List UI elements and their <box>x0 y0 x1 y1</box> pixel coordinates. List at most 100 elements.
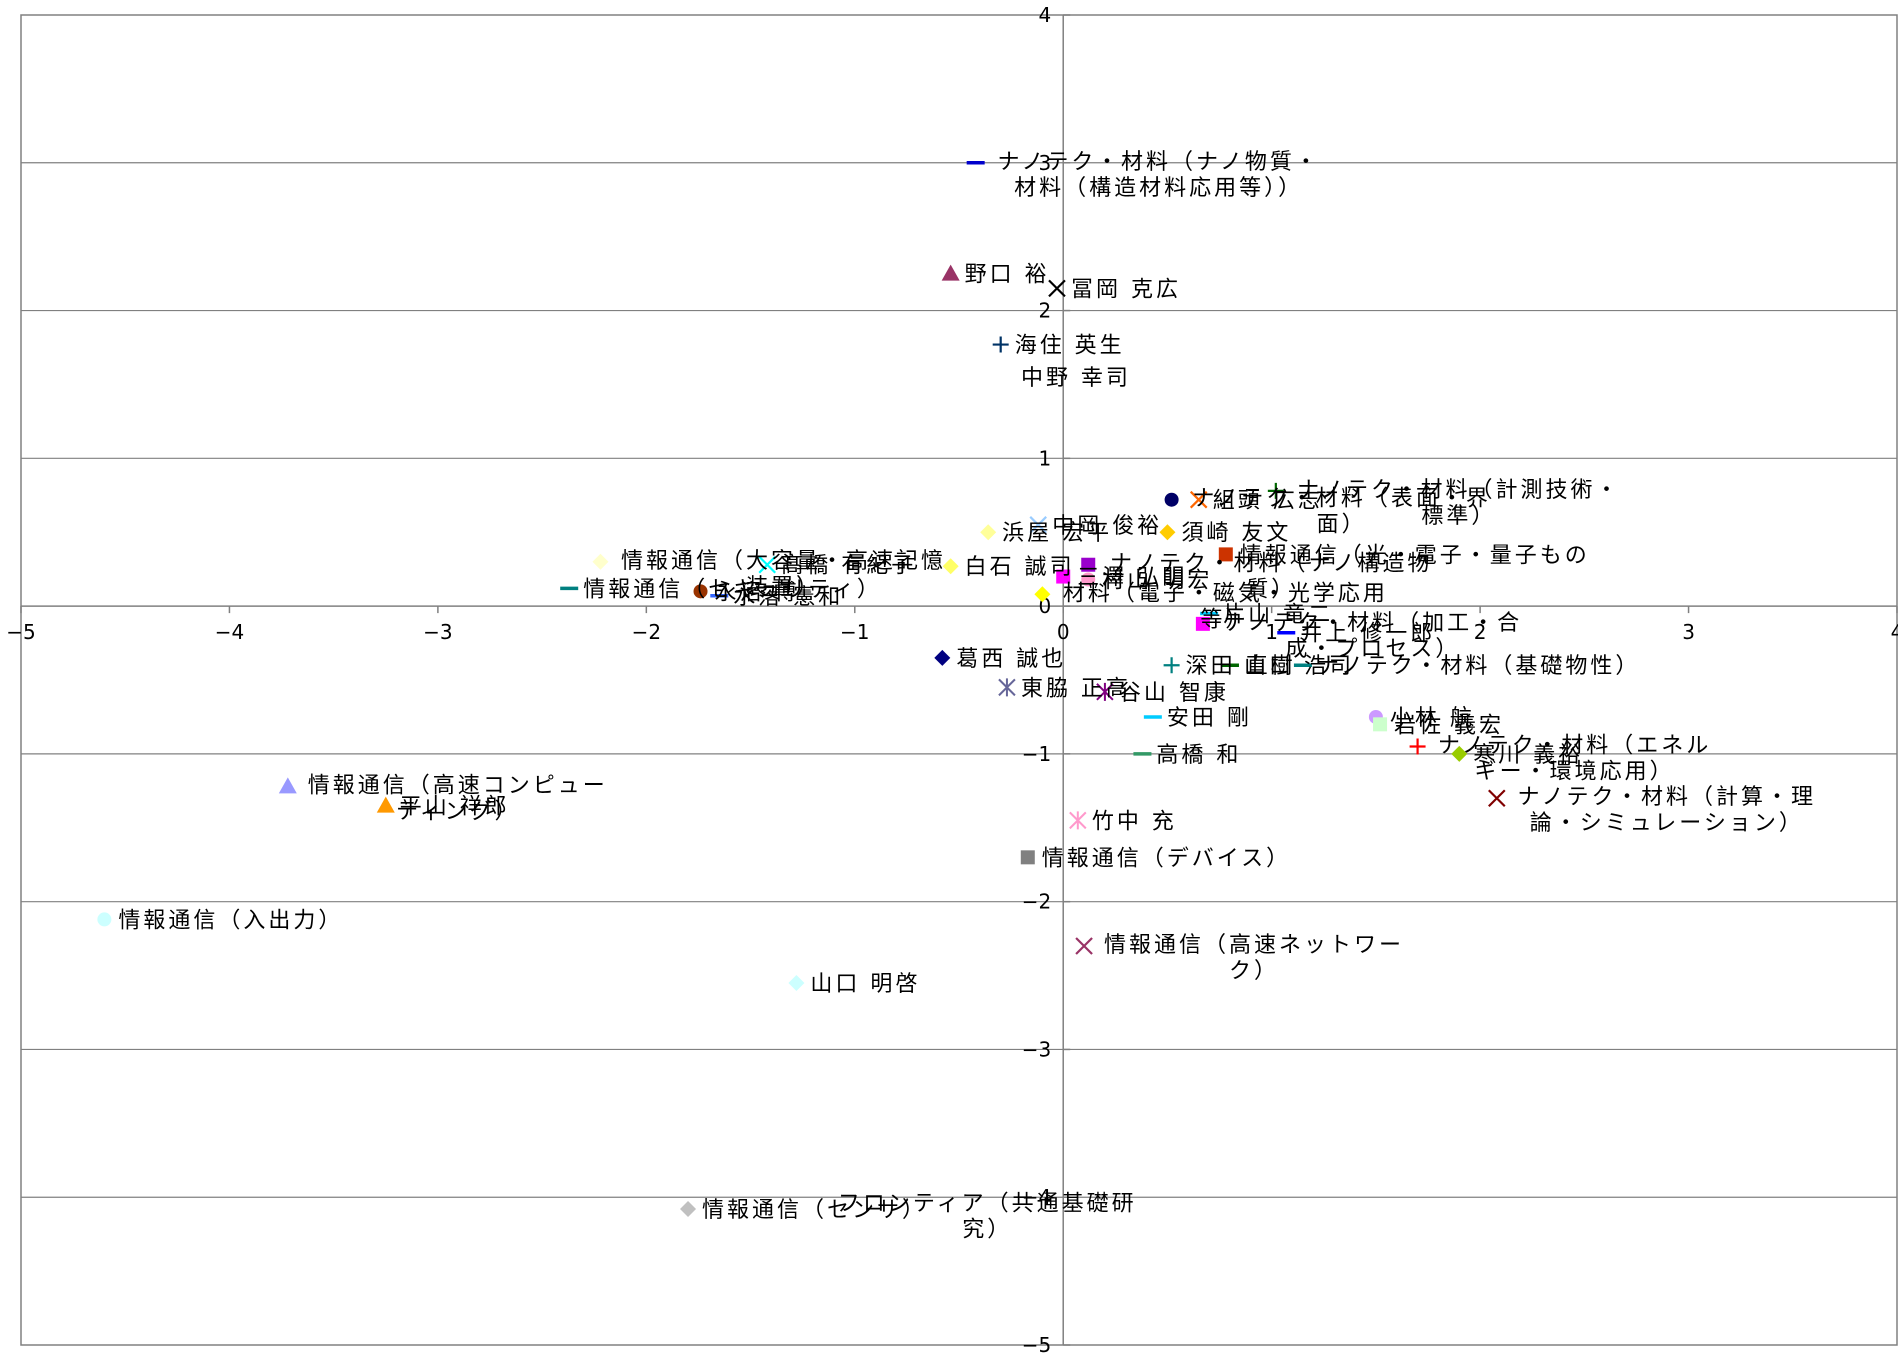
point-label: 小林 航 <box>1390 706 1475 731</box>
point-label: フロンティア（共通基礎研究） <box>838 1192 1137 1243</box>
y-tick-label: −3 <box>1022 1037 1051 1061</box>
point-label: 谷山 智康 <box>1119 681 1229 706</box>
data-point <box>592 553 609 570</box>
grid-lines <box>21 162 1897 1198</box>
data-point <box>1189 490 1208 509</box>
point-label: 高橋 和 <box>1156 743 1241 768</box>
point-label: 山口 浩司 <box>1244 654 1354 679</box>
x-tick-label: −1 <box>840 620 869 644</box>
point-label: 髙橋 有紀子 <box>781 554 916 579</box>
point-label: 中野 幸司 <box>1021 366 1131 391</box>
data-point <box>1451 745 1468 762</box>
point-label: 組頭 広志 <box>1213 489 1323 514</box>
point-label: ナノテク・材料（エネルギー・環境応用） <box>1438 734 1711 785</box>
point-label: 情報通信（光・電子・量子もの <box>1240 543 1590 568</box>
x-tick-label: 0 <box>1057 620 1070 644</box>
data-point <box>376 796 395 813</box>
point-label: 三澤 弘明 <box>1077 566 1187 591</box>
data-point <box>1488 789 1506 807</box>
data-point <box>1056 569 1071 584</box>
point-label: 中岡 俊裕 <box>1052 514 1162 539</box>
point-label: 安田 剛 <box>1167 706 1252 731</box>
y-tick-label: −1 <box>1022 742 1051 766</box>
data-point <box>97 912 112 927</box>
x-tick-label: −3 <box>423 620 452 644</box>
data-point <box>1034 586 1051 603</box>
point-label: 村山 明宏 <box>1102 569 1212 594</box>
point-label: 井上 修一郎 <box>1300 622 1435 647</box>
data-point <box>1075 937 1093 955</box>
data-point <box>1081 572 1096 587</box>
axes <box>20 14 1898 1346</box>
data-point <box>1267 482 1284 499</box>
data-point <box>941 264 960 281</box>
point-label: ナノテク・材料（ナノ構造物質） <box>1110 552 1432 603</box>
point-label: 東脇 正高 <box>1021 676 1131 701</box>
point-label: 情報通信（大容量・高速記憶装置） <box>621 549 946 600</box>
x-tick-label: 3 <box>1682 620 1695 644</box>
point-label: 葛西 誠也 <box>956 647 1066 672</box>
plot-frame <box>20 14 1898 1346</box>
y-tick-label: −4 <box>1022 1185 1051 1209</box>
x-tick-label: 2 <box>1474 620 1487 644</box>
point-label: 情報通信（セキュリティ） <box>583 577 882 602</box>
point-label: 野口 裕 <box>965 263 1050 288</box>
data-point <box>693 584 708 599</box>
y-tick-label: −2 <box>1022 890 1051 914</box>
point-label: 浜屋 宏平 <box>1002 521 1112 546</box>
point-label: ナノテク・材料（計測技術・標準） <box>1297 478 1620 529</box>
data-point <box>1069 811 1087 830</box>
data-point <box>1081 557 1096 572</box>
data-point <box>992 336 1009 353</box>
point-label: ナノテク・材料（計算・理論・シミュレーション） <box>1518 785 1816 836</box>
data-point <box>1164 492 1179 507</box>
point-label: 材料（電子・磁気・光学応用等） <box>1063 581 1388 632</box>
x-tick-label: −5 <box>6 620 35 644</box>
data-point <box>942 558 959 575</box>
data-point <box>980 524 997 541</box>
point-label: 深田 直樹 <box>1186 654 1296 679</box>
data-point <box>278 777 297 794</box>
x-tick-label: 1 <box>1265 620 1278 644</box>
data-point <box>1159 524 1176 541</box>
data-point <box>1195 616 1210 631</box>
point-label: 冨岡 克広 <box>1071 277 1181 302</box>
point-label: 情報通信（入出力） <box>118 908 343 933</box>
y-tick-label: 1 <box>1038 446 1051 470</box>
point-label: 竹中 充 <box>1092 809 1177 834</box>
data-point <box>1048 279 1066 298</box>
point-label: 海住 英生 <box>1015 334 1125 359</box>
point-label: 片山 竜二 <box>1223 603 1333 628</box>
point-label: 山口 明啓 <box>810 972 920 997</box>
x-tick-label: 4 <box>1891 620 1898 644</box>
point-label: 情報通信（デバイス） <box>1042 846 1291 871</box>
point-label: ナノテク・材料（加工・合成・プロセス） <box>1224 611 1522 662</box>
data-point <box>1020 850 1035 865</box>
point-label: ナノテク・材料（表面・界面） <box>1192 487 1490 538</box>
point-label: 永沼 博 <box>715 580 800 605</box>
data-point <box>758 555 777 574</box>
data-point <box>1163 657 1180 674</box>
data-points <box>97 161 1506 1218</box>
x-tick-label: −4 <box>215 620 244 644</box>
point-label: ナノテク・材料（基礎物性） <box>1317 654 1640 679</box>
data-point <box>788 974 805 991</box>
point-label: 水落 憲和 <box>733 585 843 610</box>
point-label: 平山 祥郎 <box>400 795 510 820</box>
point-label: 須崎 友文 <box>1181 521 1291 546</box>
point-label: 寒川 義裕 <box>1473 743 1583 768</box>
data-point <box>1409 738 1426 755</box>
x-tick-label: −2 <box>632 620 661 644</box>
point-label: 情報通信（高速コンピューティング） <box>308 773 608 824</box>
data-point <box>1373 717 1388 732</box>
y-tick-label: 4 <box>1038 3 1051 27</box>
data-point <box>934 649 951 666</box>
point-label: 白石 誠司 <box>965 555 1075 580</box>
data-point <box>680 1201 697 1218</box>
data-point <box>1029 516 1047 534</box>
y-tick-label: 2 <box>1038 299 1051 323</box>
point-label: 情報通信（センサ） <box>702 1198 927 1223</box>
